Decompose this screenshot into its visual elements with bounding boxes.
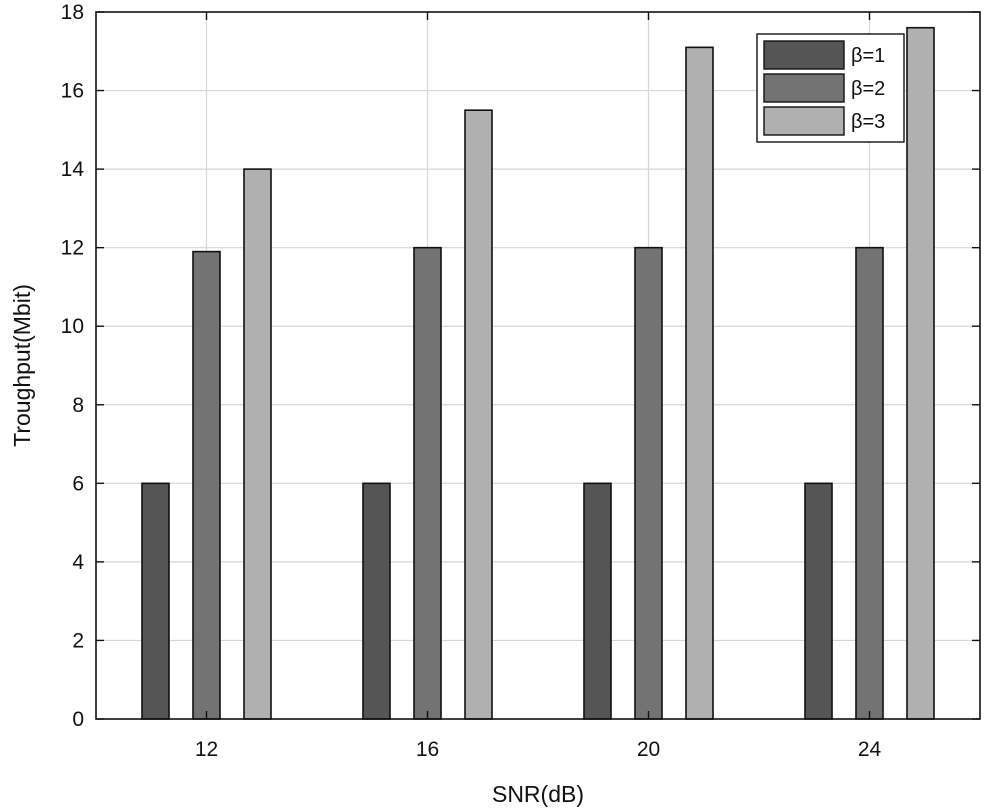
bar-series-3-24 bbox=[906, 26, 935, 720]
y-tick-label: 4 bbox=[72, 551, 84, 574]
y-tick-label: 14 bbox=[61, 158, 85, 181]
bar-series-1-20 bbox=[583, 482, 612, 720]
legend-items: β=1 β=2 β=3 bbox=[763, 40, 885, 136]
x-tick-label: 16 bbox=[416, 738, 439, 761]
y-tick-label: 0 bbox=[72, 708, 84, 731]
y-tick-label: 18 bbox=[61, 1, 84, 24]
x-tick-label: 20 bbox=[637, 738, 660, 761]
bar-series-2-12 bbox=[192, 250, 221, 720]
bar-series-2-24 bbox=[855, 246, 884, 720]
legend-swatch-2 bbox=[763, 73, 845, 103]
y-tick-label: 6 bbox=[72, 472, 84, 495]
bar-series-2-16 bbox=[413, 246, 442, 720]
bars bbox=[141, 26, 935, 720]
y-tick-label: 2 bbox=[72, 629, 84, 652]
bar-series-3-12 bbox=[243, 168, 272, 720]
bar-series-3-20 bbox=[685, 46, 714, 720]
x-axis-title: SNR(dB) bbox=[492, 781, 584, 807]
y-tick-label: 16 bbox=[61, 80, 84, 103]
y-tick-label: 12 bbox=[61, 237, 84, 260]
legend-label-2: β=2 bbox=[851, 78, 885, 100]
plot-frame bbox=[95, 11, 981, 720]
bar-series-1-16 bbox=[362, 482, 391, 720]
bar-series-1-24 bbox=[804, 482, 833, 720]
legend-swatch-1 bbox=[763, 40, 845, 70]
legend-swatch-3 bbox=[763, 106, 845, 136]
bar-series-2-20 bbox=[634, 246, 663, 720]
legend-label-3: β=3 bbox=[851, 111, 885, 133]
bar-series-3-16 bbox=[464, 109, 493, 720]
x-tick-label: 12 bbox=[195, 738, 218, 761]
legend-label-1: β=1 bbox=[851, 45, 885, 67]
y-axis-title: Troughput(Mbit) bbox=[9, 284, 35, 447]
y-tick-label: 10 bbox=[61, 315, 84, 338]
y-tick-label: 8 bbox=[72, 394, 84, 417]
bar-series-1-12 bbox=[141, 482, 170, 720]
x-tick-label: 24 bbox=[858, 738, 882, 761]
legend: β=1 β=2 β=3 bbox=[756, 33, 905, 143]
